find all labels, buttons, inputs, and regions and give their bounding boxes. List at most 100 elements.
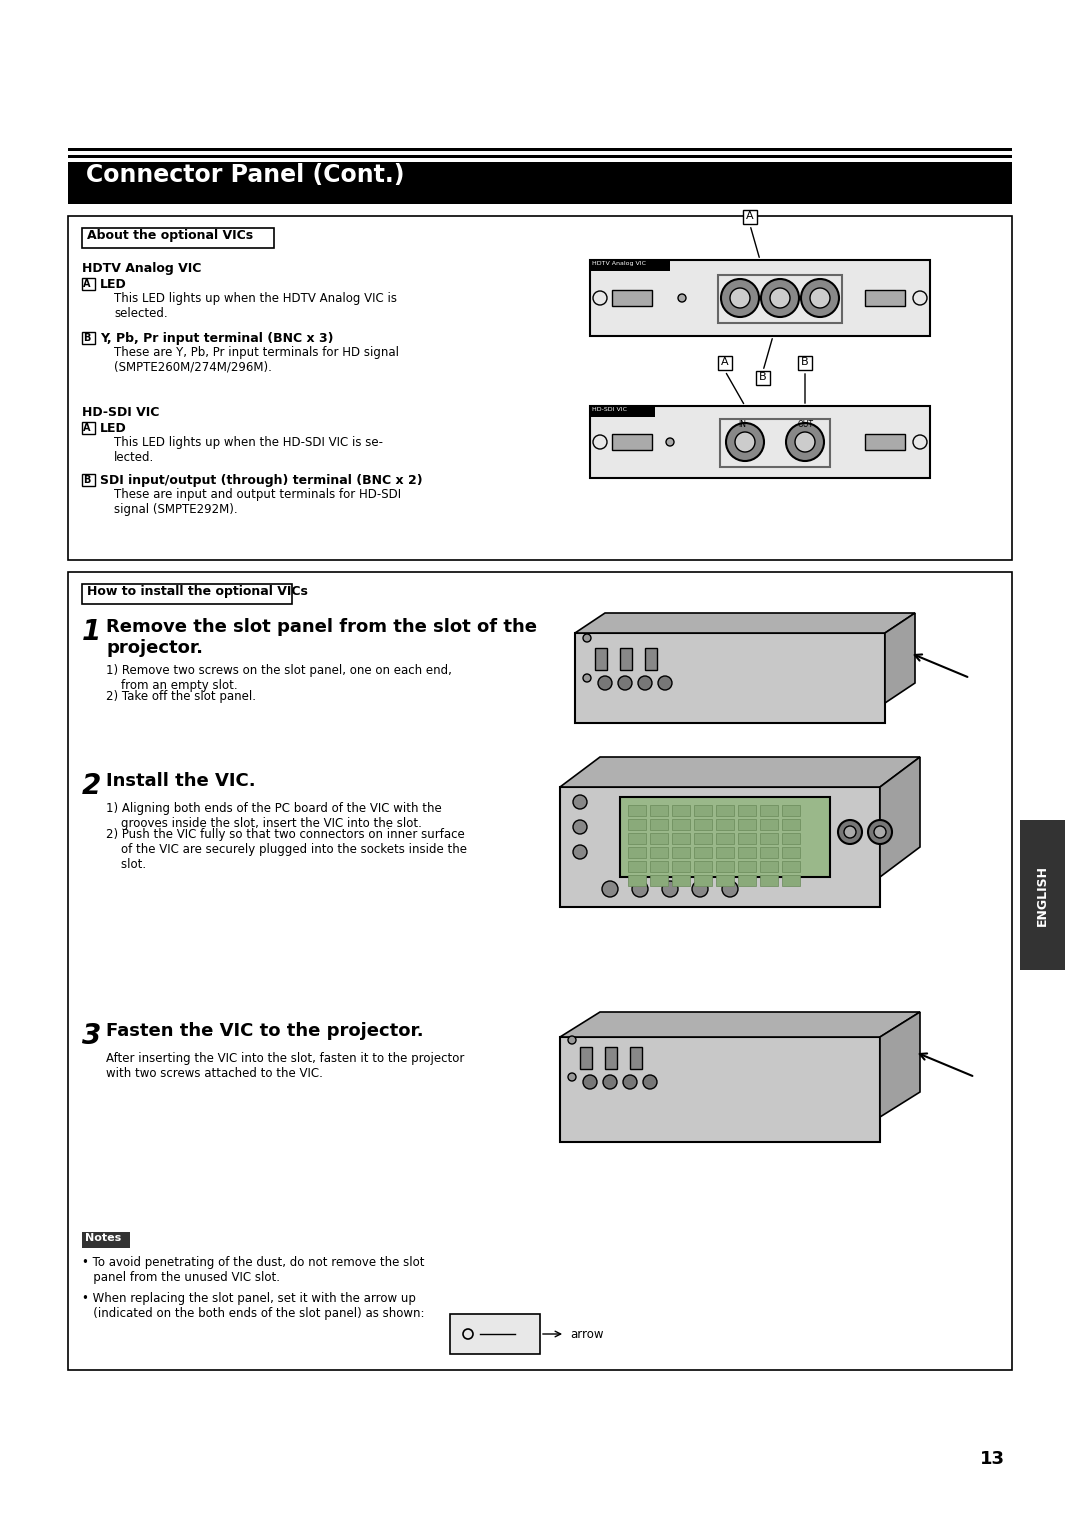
Bar <box>760 861 778 872</box>
Text: 13: 13 <box>980 1449 1005 1468</box>
Bar <box>672 820 690 830</box>
Polygon shape <box>561 757 920 787</box>
Text: LED: LED <box>100 278 126 291</box>
Bar <box>595 648 607 670</box>
Bar <box>580 1047 592 1069</box>
Circle shape <box>602 881 618 898</box>
Bar <box>760 847 778 858</box>
Bar <box>694 861 712 872</box>
Text: 2: 2 <box>82 772 102 800</box>
Bar <box>738 875 756 885</box>
Bar <box>650 804 669 816</box>
Bar <box>782 833 800 844</box>
Circle shape <box>573 820 588 833</box>
Text: Remove the slot panel from the slot of the
projector.: Remove the slot panel from the slot of t… <box>106 618 537 657</box>
Text: After inserting the VIC into the slot, fasten it to the projector
with two screw: After inserting the VIC into the slot, f… <box>106 1052 464 1079</box>
Text: B: B <box>83 476 91 485</box>
Bar <box>716 847 734 858</box>
Circle shape <box>583 1075 597 1089</box>
Text: HD-SDI VIC: HD-SDI VIC <box>592 407 627 411</box>
Text: This LED lights up when the HD-SDI VIC is se-
lected.: This LED lights up when the HD-SDI VIC i… <box>114 436 383 463</box>
Bar <box>605 1047 617 1069</box>
Bar <box>68 572 1012 1370</box>
Text: 1) Remove two screws on the slot panel, one on each end,
    from an empty slot.: 1) Remove two screws on the slot panel, … <box>106 664 451 693</box>
Circle shape <box>658 676 672 690</box>
Circle shape <box>662 881 678 898</box>
Text: B: B <box>801 356 809 367</box>
Bar <box>694 847 712 858</box>
Bar <box>716 804 734 816</box>
Text: These are Y, Pb, Pr input terminals for HD signal
(SMPTE260M/274M/296M).: These are Y, Pb, Pr input terminals for … <box>114 346 399 375</box>
Bar <box>1020 820 1065 969</box>
Text: HDTV Analog VIC: HDTV Analog VIC <box>592 261 646 266</box>
Bar <box>760 820 778 830</box>
Bar <box>756 372 770 385</box>
Bar <box>620 648 632 670</box>
Bar <box>650 833 669 844</box>
Bar <box>782 861 800 872</box>
Circle shape <box>643 1075 657 1089</box>
Bar <box>620 797 831 878</box>
Circle shape <box>618 676 632 690</box>
Bar <box>590 407 654 417</box>
Bar <box>645 648 657 670</box>
Text: 2) Push the VIC fully so that two connectors on inner surface
    of the VIC are: 2) Push the VIC fully so that two connec… <box>106 829 467 872</box>
Bar <box>720 419 831 466</box>
Text: A: A <box>83 424 91 433</box>
Circle shape <box>692 881 708 898</box>
Bar <box>716 820 734 830</box>
Bar <box>738 847 756 858</box>
Bar <box>782 820 800 830</box>
Circle shape <box>838 820 862 844</box>
Bar <box>627 804 646 816</box>
Bar <box>627 847 646 858</box>
Bar <box>694 804 712 816</box>
Bar <box>650 820 669 830</box>
Text: How to install the optional VICs: How to install the optional VICs <box>87 586 308 598</box>
Bar <box>865 291 905 306</box>
Bar <box>865 434 905 450</box>
Text: arrow: arrow <box>570 1327 604 1341</box>
Circle shape <box>810 287 831 307</box>
Bar <box>782 847 800 858</box>
Bar <box>612 291 652 306</box>
Bar <box>694 833 712 844</box>
Bar <box>82 584 292 604</box>
Bar <box>718 356 732 370</box>
Text: About the optional VICs: About the optional VICs <box>87 229 253 242</box>
Bar <box>798 356 812 370</box>
Circle shape <box>874 826 886 838</box>
Bar <box>68 148 1012 151</box>
Circle shape <box>568 1073 576 1081</box>
Circle shape <box>761 278 799 317</box>
Circle shape <box>730 287 750 307</box>
Bar <box>82 422 95 434</box>
Circle shape <box>573 846 588 859</box>
Polygon shape <box>880 757 920 878</box>
Bar <box>694 820 712 830</box>
Circle shape <box>723 881 738 898</box>
Text: • To avoid penetrating of the dust, do not remove the slot
   panel from the unu: • To avoid penetrating of the dust, do n… <box>82 1255 424 1284</box>
Circle shape <box>795 433 815 453</box>
Text: ENGLISH: ENGLISH <box>1036 864 1049 925</box>
Circle shape <box>801 278 839 317</box>
Bar <box>590 260 930 336</box>
Bar <box>612 434 652 450</box>
Circle shape <box>678 294 686 303</box>
Bar <box>760 875 778 885</box>
Bar <box>68 154 1012 157</box>
Bar <box>672 847 690 858</box>
Bar <box>627 833 646 844</box>
Text: 1) Aligning both ends of the PC board of the VIC with the
    grooves inside the: 1) Aligning both ends of the PC board of… <box>106 803 442 830</box>
Circle shape <box>770 287 789 307</box>
Polygon shape <box>561 1012 920 1037</box>
Bar <box>650 861 669 872</box>
Circle shape <box>666 437 674 446</box>
Text: LED: LED <box>100 422 126 434</box>
Text: 2) Take off the slot panel.: 2) Take off the slot panel. <box>106 690 256 703</box>
Circle shape <box>638 676 652 690</box>
Bar <box>716 861 734 872</box>
Bar <box>590 407 930 479</box>
Bar <box>738 861 756 872</box>
Bar <box>760 804 778 816</box>
